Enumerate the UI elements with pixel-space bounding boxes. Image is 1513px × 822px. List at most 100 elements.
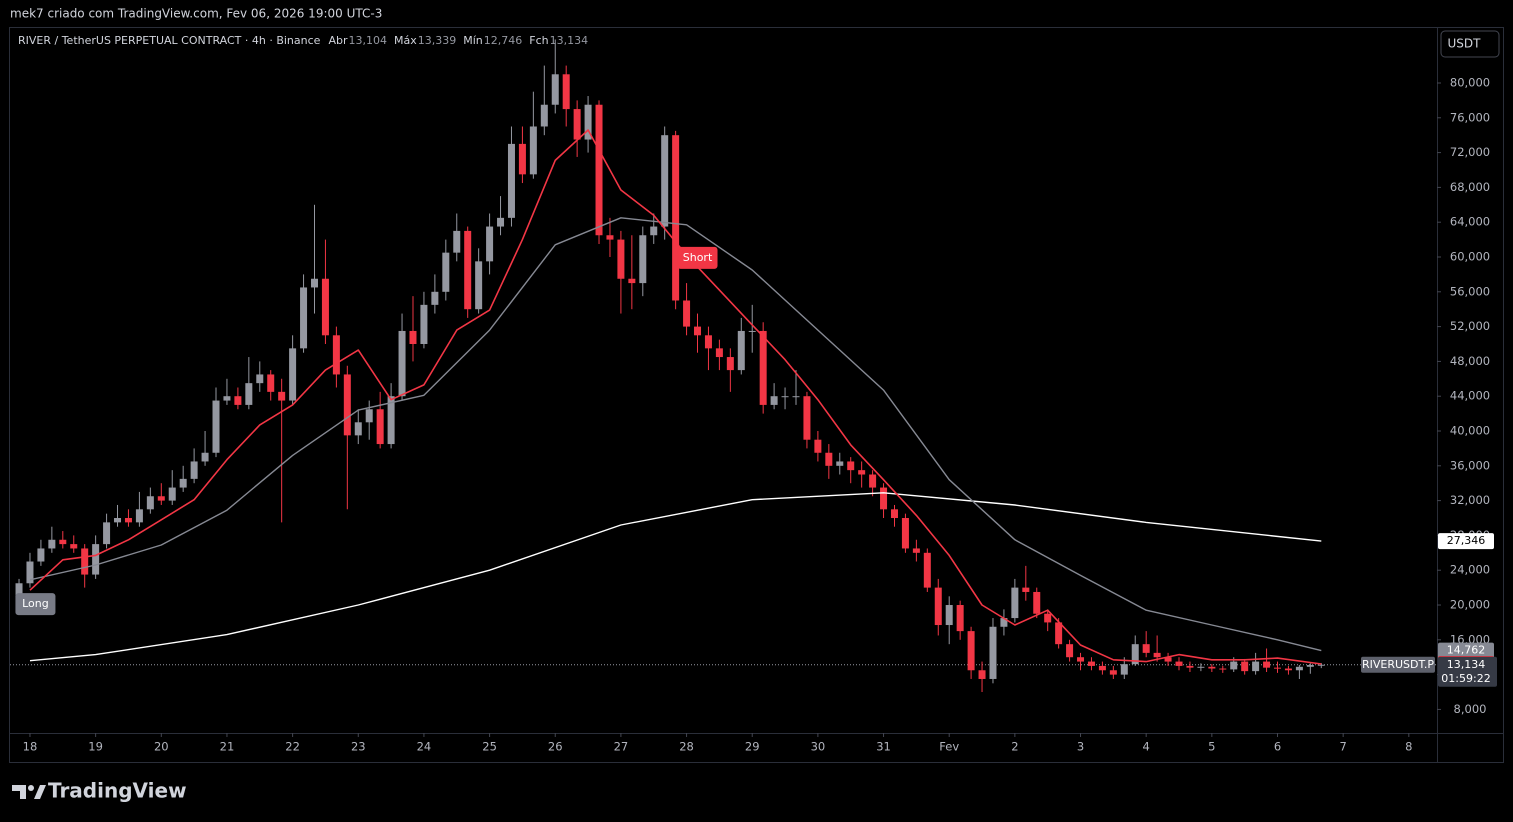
candle-body [1044,613,1052,623]
candle-body [1284,668,1292,671]
x-tick-label: 24 [417,740,432,754]
brand-logo [12,785,46,799]
candle-body [26,561,34,584]
signal-label: Long [22,597,49,610]
x-tick-label: 31 [876,740,891,754]
candle-body [310,278,318,288]
candle-body [912,548,920,553]
y-tick-label: 72,000 [1450,145,1490,159]
ohlc-label: Mín [463,34,483,47]
ohlc-value: 13,339 [418,34,457,47]
candle-body [847,461,855,471]
countdown: 01:59:22 [1441,672,1490,685]
candle-body [639,235,647,284]
x-tick-label: 8 [1405,740,1412,754]
candle-body [617,239,625,279]
candle-body [1295,666,1303,671]
candle-body [890,509,898,519]
candle-body [365,409,373,423]
candle-body [1263,661,1271,668]
candle-body [267,374,275,392]
ohlc-value: 13,134 [550,34,589,47]
x-tick-label: 30 [811,740,826,754]
candle-body [343,374,351,436]
candle-body [146,496,154,510]
candle-body [332,335,340,375]
x-tick-label: 18 [23,740,38,754]
candle-body [409,330,417,345]
last-price-box [1438,656,1497,687]
candle-body [704,335,712,349]
candle-body [1252,661,1260,672]
candle-body [1186,665,1194,668]
candle-body [880,487,888,510]
ohlc-legend: RIVER / TetherUS PERPETUAL CONTRACT · 4h… [18,34,588,47]
candle-body [507,143,515,218]
candle-body [628,278,636,284]
candle-body [1055,622,1063,645]
y-tick-label: 8,000 [1454,702,1487,716]
candle-body [672,135,680,301]
candle-body [989,626,997,679]
candle-body [551,74,559,105]
candle-body [748,330,756,332]
candle-body [694,326,702,336]
brand-name: TradingView [48,779,187,803]
candle-body [869,474,877,488]
candle-body [234,396,242,405]
x-tick-label: 25 [482,740,497,754]
candle-body [584,104,592,140]
candle-body [245,383,253,405]
candle-body [759,330,767,405]
candle-body [814,439,822,453]
candle-body [606,235,614,240]
signal-marker: Long [15,593,56,616]
candle-body [1306,665,1314,667]
candle-body [212,400,220,453]
candle-body [420,304,428,345]
x-tick-label: 27 [614,740,629,754]
ohlc-value: 12,746 [484,34,523,47]
price-label: 27,346 [1447,534,1486,547]
candle-body [715,348,723,358]
candle-body [1208,666,1216,669]
candle-body [1120,664,1128,675]
candle-body [442,252,450,292]
x-tick-label: 23 [351,740,366,754]
candle-body [1274,667,1282,669]
currency[interactable]: USDT [1448,37,1482,51]
candle-body [1142,644,1150,653]
signal-marker: Short [677,246,718,269]
price-label-box [1438,533,1494,550]
x-tick-label: 5 [1208,740,1215,754]
candle-body [179,478,187,488]
candle-body [1087,661,1095,666]
candle-body [978,670,986,679]
plot-area: Long Short [10,39,1437,693]
currency-box[interactable] [1440,30,1500,58]
x-tick-label: 21 [220,740,235,754]
candle-body [157,496,165,501]
signal-label: Short [683,251,713,264]
candle-body [464,230,472,310]
y-tick-label: 32,000 [1450,493,1490,507]
candle-body [726,357,734,371]
candle-body [103,522,111,545]
candle-body [256,374,264,384]
candle-body [321,278,329,336]
signal-box [677,246,718,269]
signal-box [15,593,56,616]
x-tick-label: 2 [1011,740,1018,754]
candle-body [223,396,231,401]
candle-body [201,452,209,462]
y-tick-label: 64,000 [1450,215,1490,229]
ohlc-label: Abr [328,34,348,47]
candle-body [1230,661,1238,670]
candle-body [1197,666,1205,668]
candle-body [1131,644,1139,665]
x-tick-label: 7 [1339,740,1346,754]
y-tick-label: 76,000 [1450,110,1490,124]
symbol-title: RIVER / TetherUS PERPETUAL CONTRACT · 4h… [18,34,321,47]
candle-body [858,470,866,475]
candle-body [540,104,548,127]
